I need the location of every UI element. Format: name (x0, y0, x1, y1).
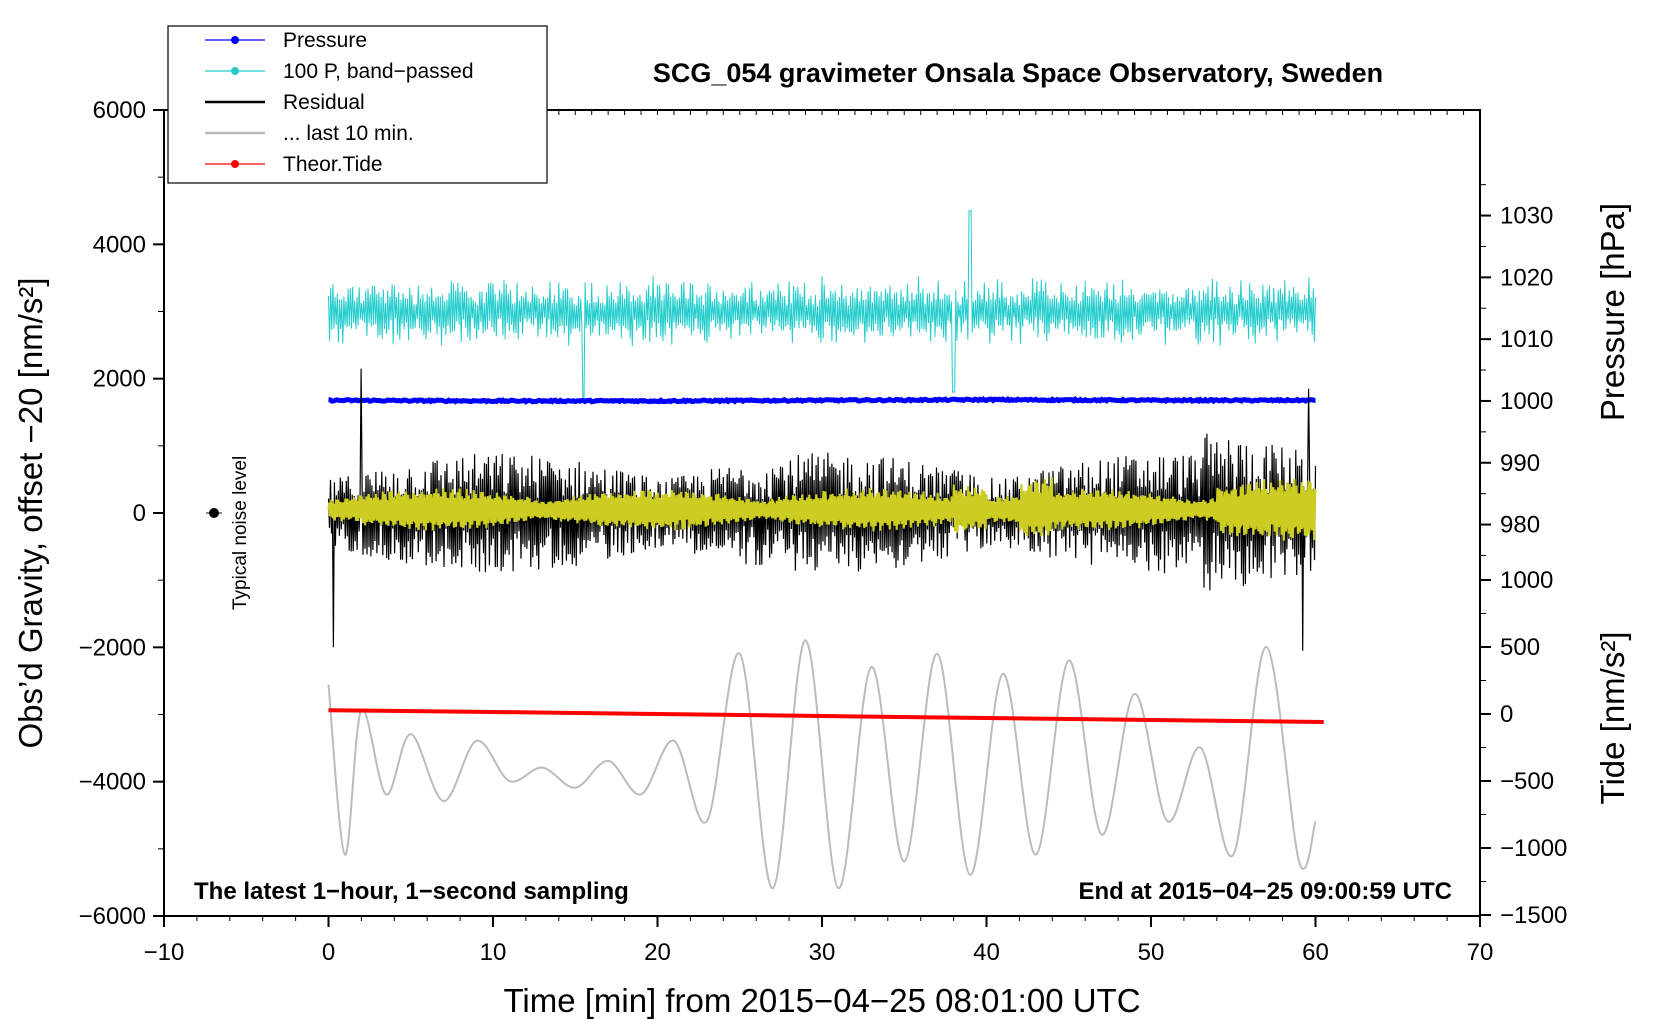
y-left-tick-label: −6000 (79, 903, 146, 930)
series-last-10-min (327, 639, 1317, 890)
legend-box (167, 25, 548, 184)
x-tick-label: 0 (322, 939, 335, 966)
y-axis-tide-title: Tide [nm/s²] (1594, 632, 1631, 805)
legend-label: Pressure (283, 29, 367, 52)
legend-label: 100 P, band−passed (283, 60, 474, 83)
series-layer (327, 210, 1324, 890)
legend-marker (231, 160, 239, 168)
x-tick-label: 20 (644, 939, 671, 966)
y-left-tick-label: −2000 (79, 634, 146, 661)
y-tide-tick-label: −500 (1500, 768, 1554, 795)
x-tick-label: 70 (1467, 939, 1494, 966)
y-left-tick-label: 6000 (93, 97, 146, 124)
y-left-tick-label: 2000 (93, 366, 146, 393)
footer-left: The latest 1−hour, 1−second sampling (194, 878, 629, 905)
axes-layer: −10 0 10 20 30 40 50 60 70−6000−4000−20000200040… (79, 97, 1568, 966)
noise-indicator: Typical noise level (206, 456, 251, 610)
x-tick-label: 10 (480, 939, 507, 966)
legend-label: ... last 10 min. (283, 122, 414, 145)
y-tide-tick-label: −1000 (1500, 835, 1567, 862)
y-pressure-tick-label: 980 (1500, 512, 1540, 539)
y-tide-tick-label: 0 (1500, 701, 1513, 728)
legend-items: Pressure 100 P, band−passed Residual ... la… (205, 29, 474, 176)
y-tide-tick-label: 1000 (1500, 567, 1553, 594)
y-pressure-tick-label: 1030 (1500, 203, 1553, 230)
legend-label: Residual (283, 91, 365, 114)
x-tick-label: 50 (1138, 939, 1165, 966)
x-axis-title: Time [min] from 2015−04−25 08:01:00 UTC (503, 982, 1140, 1019)
series-theor-tide (328, 708, 1324, 724)
x-tick-label: 30 (809, 939, 836, 966)
x-tick-label: 60 (1302, 939, 1329, 966)
y-pressure-tick-label: 990 (1500, 450, 1540, 477)
series-bandpassed-pressure (328, 210, 1316, 400)
y-left-tick-label: 4000 (93, 231, 146, 258)
x-tick-label: 40 (973, 939, 1000, 966)
y-tide-tick-label: −1500 (1500, 902, 1567, 929)
footer-right: End at 2015−04−25 09:00:59 UTC (1078, 878, 1452, 905)
series-filtered-residual (327, 477, 1317, 541)
legend: Pressure 100 P, band−passed Residual ... la… (167, 25, 548, 184)
y-pressure-tick-label: 1020 (1500, 264, 1553, 291)
y-axis-left-title: Obs’d Gravity, offset −20 [nm/s²] (12, 277, 49, 748)
chart-title: SCG_054 gravimeter Onsala Space Observat… (653, 58, 1383, 88)
y-tide-tick-label: 500 (1500, 634, 1540, 661)
legend-label: Theor.Tide (283, 153, 383, 176)
legend-marker (231, 67, 239, 75)
noise-label: Typical noise level (230, 456, 251, 610)
series-pressure (328, 395, 1316, 405)
x-tick-label: −10 (144, 939, 185, 966)
y-left-tick-label: 0 (133, 500, 146, 527)
legend-marker (231, 36, 239, 44)
y-pressure-tick-label: 1000 (1500, 388, 1553, 415)
y-pressure-tick-label: 1010 (1500, 326, 1553, 353)
y-axis-pressure-title: Pressure [hPa] (1594, 203, 1631, 421)
y-left-tick-label: −4000 (79, 769, 146, 796)
noise-marker (209, 508, 219, 518)
